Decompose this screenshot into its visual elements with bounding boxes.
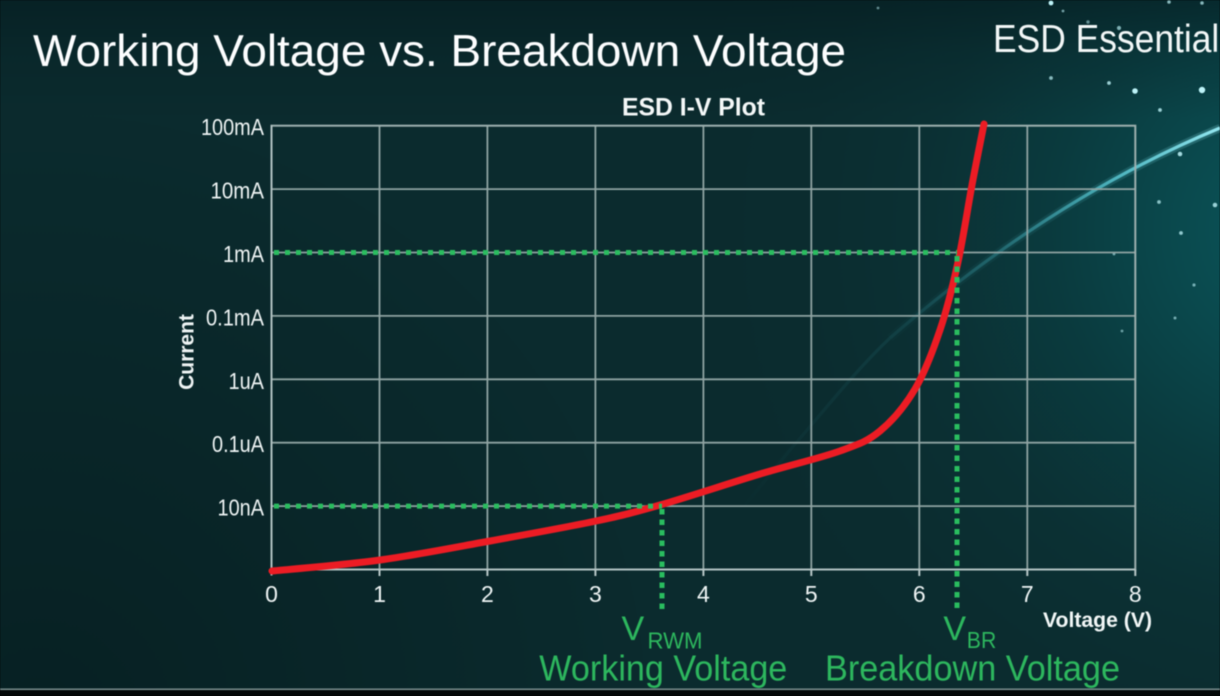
- svg-text:Working Voltage: Working Voltage: [539, 648, 787, 689]
- svg-text:6: 6: [913, 581, 926, 607]
- svg-text:V: V: [622, 610, 645, 648]
- svg-text:1uA: 1uA: [229, 368, 265, 394]
- svg-text:2: 2: [481, 581, 494, 607]
- svg-text:ESD I-V Plot: ESD I-V Plot: [622, 94, 765, 121]
- svg-text:Voltage (V): Voltage (V): [1043, 609, 1152, 632]
- svg-text:0: 0: [265, 581, 278, 607]
- svg-text:1mA: 1mA: [223, 241, 265, 267]
- svg-text:RWM: RWM: [648, 628, 703, 654]
- svg-text:10mA: 10mA: [211, 178, 265, 204]
- svg-text:100mA: 100mA: [201, 114, 265, 140]
- svg-text:3: 3: [589, 581, 602, 607]
- svg-text:0.1mA: 0.1mA: [206, 304, 265, 330]
- svg-text:Breakdown Voltage: Breakdown Voltage: [825, 648, 1120, 689]
- svg-text:V: V: [943, 610, 966, 648]
- svg-text:Working Voltage vs. Breakdown: Working Voltage vs. Breakdown Voltage: [33, 27, 846, 76]
- svg-text:4: 4: [697, 581, 710, 607]
- svg-text:7: 7: [1021, 581, 1034, 607]
- svg-text:10nA: 10nA: [218, 495, 265, 521]
- svg-text:ESD Essentials: ESD Essentials: [993, 18, 1220, 61]
- svg-text:BR: BR: [967, 627, 997, 653]
- svg-text:1: 1: [373, 581, 386, 607]
- svg-text:8: 8: [1129, 581, 1142, 607]
- svg-text:Current: Current: [176, 314, 199, 390]
- svg-text:0.1uA: 0.1uA: [212, 431, 265, 457]
- svg-text:5: 5: [805, 581, 818, 607]
